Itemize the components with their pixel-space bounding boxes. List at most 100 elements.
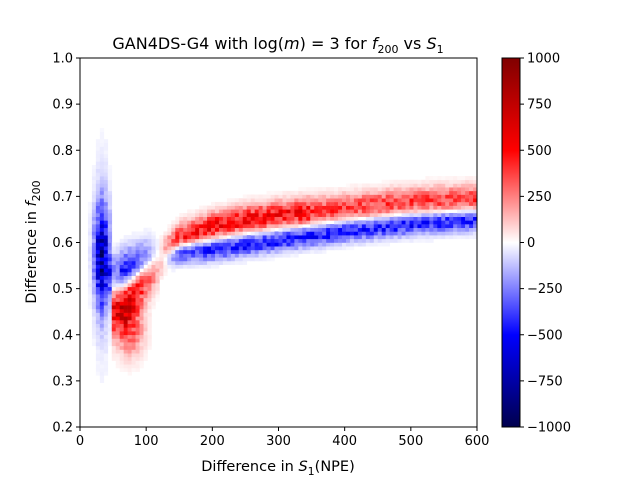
heatmap-cell bbox=[381, 227, 386, 232]
heatmap-cell bbox=[318, 238, 323, 243]
heatmap-cell bbox=[338, 212, 343, 217]
heatmap-cell bbox=[314, 209, 319, 214]
heatmap-cell bbox=[87, 205, 93, 210]
y-axis: 0.20.30.40.50.60.70.80.91.0 bbox=[52, 52, 80, 436]
heatmap-cell bbox=[103, 238, 109, 243]
heatmap-cell bbox=[230, 257, 236, 262]
heatmap-cell bbox=[131, 253, 136, 258]
heatmap-cell bbox=[473, 187, 478, 192]
heatmap-cell bbox=[143, 290, 148, 295]
heatmap-cell bbox=[238, 216, 244, 221]
heatmap-cell bbox=[461, 227, 466, 232]
heatmap-cell bbox=[187, 249, 192, 254]
heatmap-cell bbox=[465, 201, 470, 206]
heatmap-cell bbox=[437, 231, 442, 236]
heatmap-cell bbox=[449, 216, 454, 221]
heatmap-cell bbox=[457, 216, 462, 221]
heatmap-cell bbox=[234, 235, 240, 240]
heatmap-cell bbox=[473, 179, 478, 184]
heatmap-cell bbox=[99, 297, 105, 302]
heatmap-cell bbox=[103, 176, 109, 181]
heatmap-cell bbox=[131, 364, 136, 369]
heatmap-cell bbox=[171, 227, 176, 232]
heatmap-cell bbox=[107, 201, 113, 206]
heatmap-cell bbox=[405, 235, 410, 240]
heatmap-cell bbox=[127, 294, 132, 299]
heatmap-cell bbox=[473, 201, 478, 206]
heatmap-cell bbox=[433, 176, 438, 181]
heatmap-cell bbox=[115, 356, 120, 361]
heatmap-cell bbox=[143, 238, 148, 243]
heatmap-cell bbox=[254, 209, 259, 214]
heatmap-cell bbox=[413, 224, 418, 229]
heatmap-cell bbox=[123, 334, 128, 339]
heatmap-cell bbox=[461, 216, 466, 221]
heatmap-cell bbox=[353, 183, 359, 188]
heatmap-cell bbox=[413, 179, 418, 184]
heatmap-cell bbox=[123, 242, 128, 247]
heatmap-cell bbox=[381, 212, 386, 217]
heatmap-cell bbox=[342, 220, 347, 225]
heatmap-cell bbox=[119, 272, 124, 277]
heatmap-cell bbox=[445, 205, 450, 210]
heatmap-cell bbox=[294, 198, 299, 203]
heatmap-cell bbox=[342, 216, 347, 221]
heatmap-cell bbox=[107, 316, 113, 321]
heatmap-cell bbox=[115, 283, 120, 288]
heatmap-cell bbox=[473, 220, 478, 225]
heatmap-cell bbox=[99, 371, 105, 376]
heatmap-cell bbox=[349, 238, 355, 243]
heatmap-cell bbox=[111, 286, 117, 291]
heatmap-cell bbox=[465, 194, 470, 199]
heatmap-cell bbox=[171, 224, 176, 229]
heatmap-cell bbox=[91, 334, 97, 339]
heatmap-cell bbox=[151, 286, 156, 291]
heatmap-cell bbox=[230, 231, 236, 236]
heatmap-cell bbox=[433, 235, 438, 240]
heatmap-cell bbox=[103, 319, 109, 324]
heatmap-cell bbox=[437, 198, 442, 203]
heatmap-cell bbox=[167, 224, 172, 229]
heatmap-cell bbox=[95, 342, 101, 347]
heatmap-cell bbox=[159, 238, 164, 243]
heatmap-cell bbox=[294, 212, 299, 217]
heatmap-cell bbox=[91, 246, 97, 251]
heatmap-cell bbox=[421, 212, 426, 217]
heatmap-cell bbox=[187, 220, 192, 225]
heatmap-cell bbox=[342, 231, 347, 236]
heatmap-cell bbox=[123, 349, 128, 354]
heatmap-cell bbox=[429, 198, 434, 203]
heatmap-cell bbox=[147, 301, 152, 306]
heatmap-cell bbox=[95, 150, 101, 155]
heatmap-cell bbox=[338, 187, 343, 192]
heatmap-cell bbox=[107, 227, 113, 232]
heatmap-cell bbox=[119, 286, 124, 291]
heatmap-cell bbox=[421, 183, 426, 188]
heatmap-cell bbox=[183, 220, 188, 225]
heatmap-cell bbox=[91, 275, 97, 280]
heatmap-cell bbox=[270, 242, 275, 247]
heatmap-cell bbox=[282, 216, 287, 221]
heatmap-cell bbox=[342, 235, 347, 240]
heatmap-cell bbox=[298, 235, 303, 240]
heatmap-cell bbox=[326, 231, 331, 236]
heatmap-cell bbox=[139, 246, 144, 251]
heatmap-cell bbox=[115, 260, 120, 265]
heatmap-cell bbox=[123, 260, 128, 265]
heatmap-cell bbox=[469, 194, 474, 199]
heatmap-cell bbox=[95, 283, 101, 288]
heatmap-cell bbox=[87, 268, 93, 273]
heatmap-cell bbox=[95, 198, 101, 203]
heatmap-cell bbox=[99, 216, 105, 221]
heatmap-cell bbox=[119, 294, 124, 299]
heatmap-cell bbox=[95, 319, 101, 324]
heatmap-cell bbox=[119, 342, 124, 347]
heatmap-cell bbox=[298, 209, 303, 214]
heatmap-cell bbox=[338, 235, 343, 240]
heatmap-cell bbox=[393, 201, 398, 206]
heatmap-cell bbox=[437, 205, 442, 210]
heatmap-cell bbox=[353, 201, 359, 206]
heatmap-cell bbox=[91, 198, 97, 203]
heatmap-cell bbox=[381, 205, 386, 210]
heatmap-cell bbox=[99, 345, 105, 350]
